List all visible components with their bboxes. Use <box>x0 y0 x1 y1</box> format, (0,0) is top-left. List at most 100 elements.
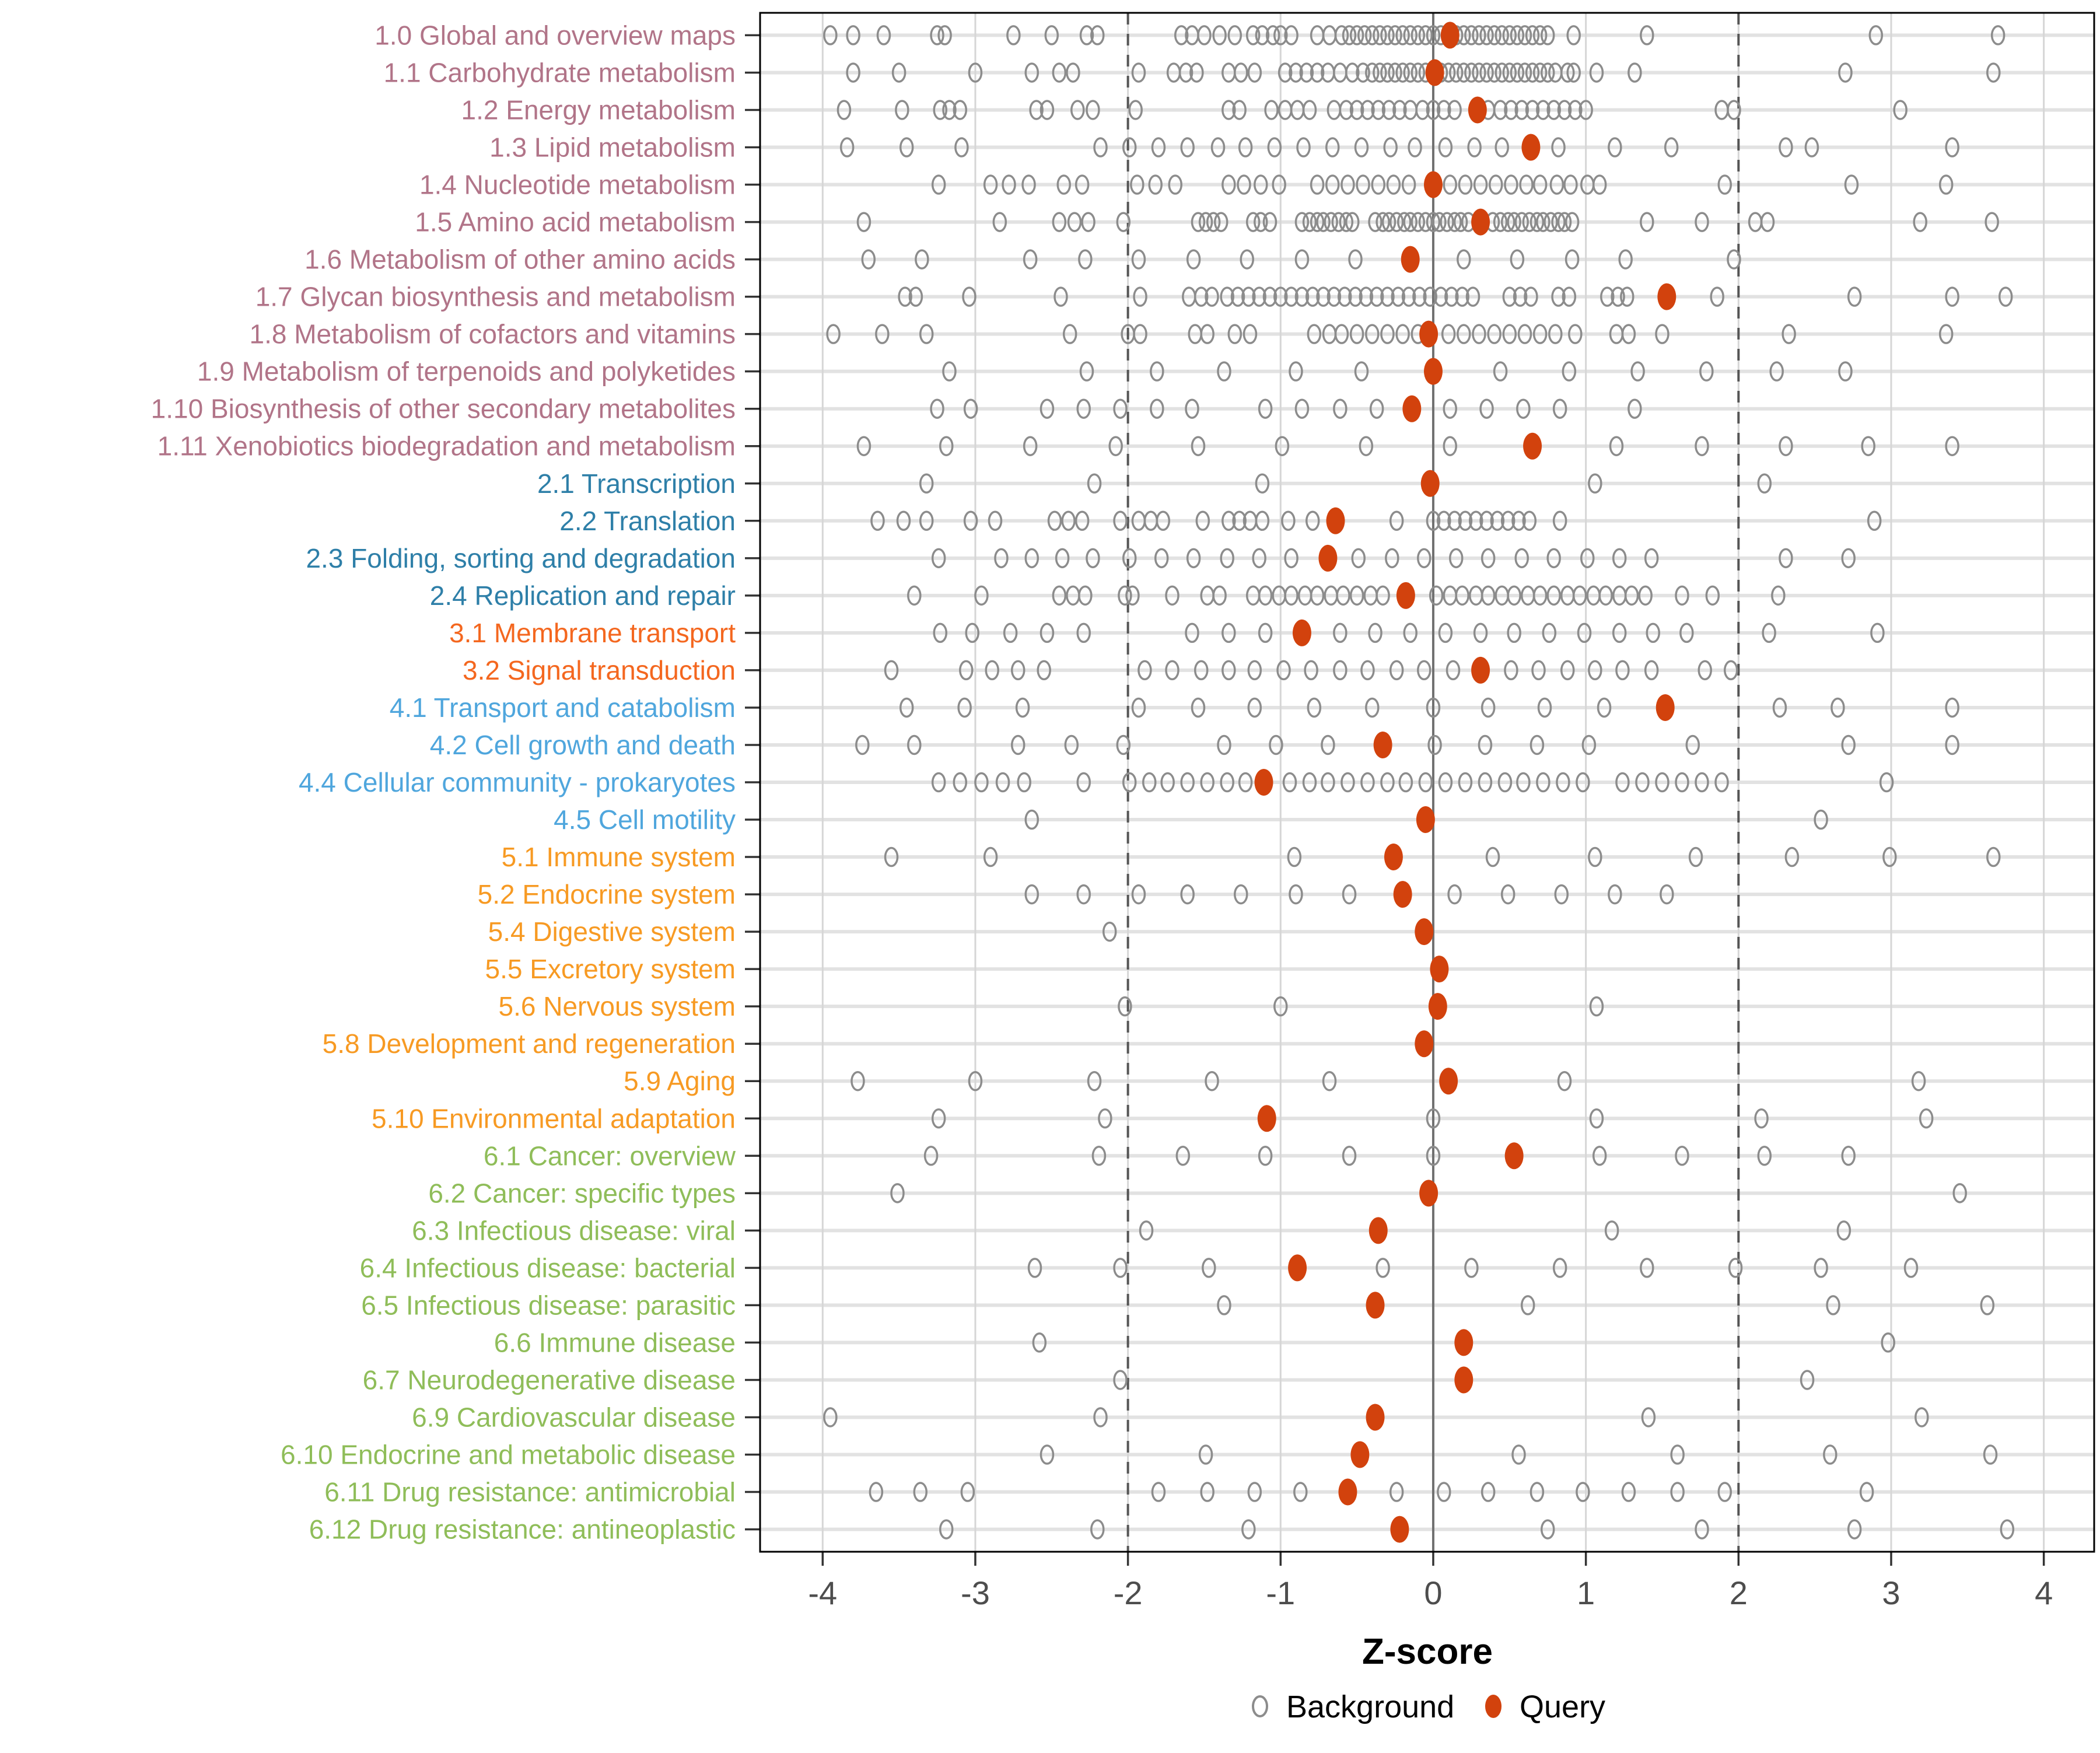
background-point <box>850 1070 865 1091</box>
background-point <box>1401 286 1416 307</box>
background-point <box>1417 660 1432 681</box>
background-point <box>1061 510 1076 531</box>
background-point <box>919 324 934 344</box>
background-point <box>1395 25 1410 46</box>
background-point <box>1410 212 1426 232</box>
background-point <box>963 398 978 419</box>
background-point <box>1165 585 1180 606</box>
background-point <box>1447 212 1462 232</box>
background-point <box>1838 62 1853 83</box>
background-point <box>1457 249 1471 270</box>
background-point <box>1458 772 1473 793</box>
background-point <box>1549 174 1564 195</box>
background-point <box>1557 212 1572 232</box>
background-point <box>1552 1258 1567 1278</box>
background-point <box>1464 62 1479 83</box>
background-point <box>1289 62 1303 83</box>
background-point <box>1804 137 1819 158</box>
background-point <box>1447 100 1462 120</box>
background-point <box>1945 697 1959 718</box>
background-point <box>1504 660 1518 681</box>
background-point <box>1893 100 1908 120</box>
background-point <box>1242 324 1258 344</box>
background-point <box>1389 660 1404 681</box>
background-point <box>1265 25 1280 46</box>
background-point <box>1340 772 1355 793</box>
background-point <box>1560 62 1575 83</box>
background-point <box>1076 622 1091 643</box>
background-point <box>1180 772 1195 793</box>
y-axis-label: 5.1 Immune system <box>502 842 736 872</box>
background-point <box>1447 884 1462 905</box>
background-point <box>1131 884 1146 905</box>
background-point <box>1536 100 1550 120</box>
query-point <box>1454 1366 1474 1394</box>
background-point <box>1010 660 1026 681</box>
background-point <box>1836 1220 1852 1241</box>
background-point <box>1557 1070 1572 1091</box>
background-point <box>1911 1070 1926 1091</box>
background-point <box>1635 772 1650 793</box>
background-point <box>1457 324 1471 344</box>
background-point <box>846 62 860 83</box>
background-point <box>1660 884 1674 905</box>
background-point <box>1986 62 2001 83</box>
background-point <box>884 660 899 681</box>
query-point <box>1425 59 1444 86</box>
background-point <box>1426 212 1441 232</box>
background-point <box>1118 585 1132 606</box>
background-point <box>1489 174 1503 195</box>
background-point <box>1903 1258 1919 1278</box>
background-point <box>1373 62 1387 83</box>
background-point <box>1076 772 1091 793</box>
background-point <box>1494 137 1509 158</box>
query-point <box>1454 1329 1474 1356</box>
background-point <box>1252 286 1266 307</box>
y-axis-label: 1.11 Xenobiotics biodegradation and meta… <box>158 431 736 461</box>
background-point <box>1664 137 1679 158</box>
background-point <box>1062 324 1077 344</box>
background-point <box>1380 62 1395 83</box>
background-point <box>1024 62 1040 83</box>
background-point <box>1180 137 1195 158</box>
background-point <box>1443 398 1458 419</box>
background-point <box>1113 398 1128 419</box>
background-point <box>1597 697 1612 718</box>
background-point <box>1427 734 1442 755</box>
background-point <box>1191 697 1206 718</box>
background-point <box>1403 622 1418 643</box>
background-point <box>1588 473 1602 494</box>
background-point <box>1841 1146 1856 1166</box>
background-point <box>1530 1482 1545 1502</box>
background-point <box>1448 548 1464 569</box>
query-point <box>1373 731 1392 758</box>
background-point <box>1536 772 1550 793</box>
background-point <box>1581 734 1597 755</box>
background-point <box>994 548 1009 569</box>
query-point <box>1396 582 1415 609</box>
background-point <box>1023 436 1038 456</box>
background-point <box>1151 1482 1166 1502</box>
background-point <box>1238 772 1253 793</box>
background-point <box>1052 212 1067 232</box>
background-point <box>1520 1295 1535 1315</box>
background-point <box>1217 361 1231 382</box>
background-point <box>915 249 929 270</box>
background-point <box>1198 1444 1213 1465</box>
background-point <box>1222 174 1236 195</box>
background-point <box>1464 25 1479 46</box>
y-axis-label: 5.4 Digestive system <box>488 916 736 947</box>
background-point <box>1371 174 1386 195</box>
background-point <box>1185 398 1199 419</box>
background-point <box>1695 436 1709 456</box>
background-point <box>1479 398 1494 419</box>
background-point <box>1723 660 1738 681</box>
query-point <box>1368 1217 1388 1244</box>
background-point <box>1086 100 1100 120</box>
background-point <box>1388 25 1402 46</box>
background-point <box>1380 772 1395 793</box>
query-point <box>1504 1142 1524 1170</box>
background-point <box>1047 510 1062 531</box>
background-point <box>1267 137 1282 158</box>
query-point <box>1657 283 1676 310</box>
